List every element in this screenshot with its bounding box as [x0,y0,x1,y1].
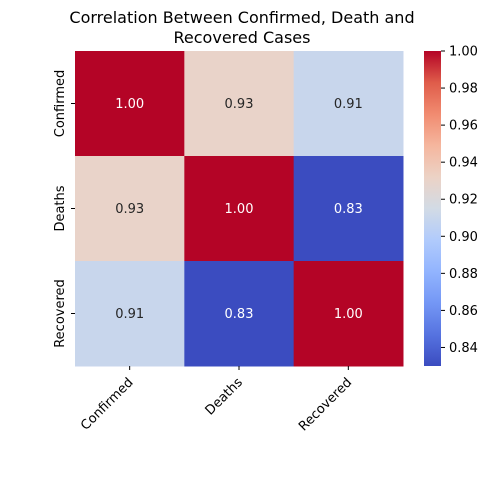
heatmap-cell [184,156,295,262]
heatmap-cell [75,51,185,157]
heatmap-cell [293,156,404,262]
chart-title-line-1: Correlation Between Confirmed, Death and [69,8,415,27]
chart-title-line-2: Recovered Cases [173,28,311,47]
cell-value-label: 0.83 [334,202,363,217]
y-tick-label: Deaths [53,185,68,231]
cell-value-label: 0.91 [115,307,144,322]
y-axis-labels: Confirmed Deaths Recovered [53,70,75,348]
colorbar-tick-label: 0.98 [449,82,478,97]
colorbar-tick-label: 0.92 [449,193,478,208]
x-tick-label: Recovered [296,375,355,434]
colorbar-tick-label: 0.90 [449,230,478,245]
colorbar-tick-label: 0.88 [449,267,478,282]
colorbar: 0.84 0.86 0.88 0.90 0.92 0.94 0.96 0.98 1.00 [424,45,478,366]
colorbar-tick-label: 0.94 [449,156,478,171]
heatmap-cell [293,51,404,157]
heatmap-cells: 1.00 0.93 0.91 0.93 1.00 0.83 0.91 0.83 1.00 [75,51,404,367]
heatmap-cell [75,156,185,262]
colorbar-gradient [424,51,441,366]
colorbar-tick-label: 0.96 [449,119,478,134]
cell-value-label: 1.00 [334,307,363,322]
x-tick-label: Deaths [203,375,246,418]
colorbar-tick-label: 0.86 [449,304,478,319]
x-axis-labels: Confirmed Deaths Recovered [78,366,355,434]
cell-value-label: 1.00 [225,202,254,217]
colorbar-tick-label: 1.00 [449,45,478,60]
cell-value-label: 0.91 [334,97,363,112]
cell-value-label: 0.93 [225,97,254,112]
x-tick-label: Confirmed [78,375,136,433]
y-tick-label: Recovered [53,279,68,348]
heatmap-cell [184,51,295,157]
heatmap-cell [293,261,404,367]
colorbar-tick-label: 0.84 [449,341,478,356]
cell-value-label: 1.00 [115,97,144,112]
cell-value-label: 0.83 [225,307,254,322]
heatmap-cell [184,261,295,367]
y-tick-label: Confirmed [53,70,68,138]
heatmap-cell [75,261,185,367]
cell-value-label: 0.93 [115,202,144,217]
